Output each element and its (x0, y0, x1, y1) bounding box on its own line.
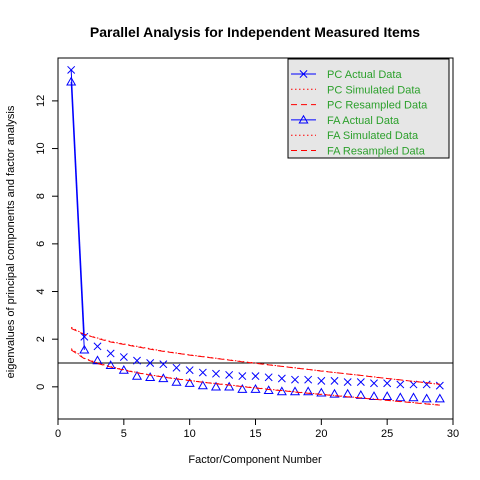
series-layer (66, 65, 445, 406)
x-axis: 0 5 10 15 20 25 30 (55, 418, 459, 440)
legend-entry: PC Resampled Data (291, 100, 428, 112)
data-point (422, 380, 431, 389)
data-point (291, 375, 299, 384)
data-point (106, 349, 115, 358)
legend-label: FA Resampled Data (327, 146, 426, 158)
x-tick-label: 0 (55, 428, 61, 440)
legend-label: PC Resampled Data (327, 100, 428, 112)
data-point (396, 380, 405, 389)
series-line (70, 327, 440, 385)
data-point (198, 368, 207, 377)
chart-title: Parallel Analysis for Independent Measur… (90, 24, 420, 40)
legend-label: FA Actual Data (327, 115, 400, 127)
data-point (238, 372, 247, 381)
data-point (105, 360, 116, 370)
data-point (368, 391, 380, 401)
y-tick-label: 10 (35, 142, 47, 154)
data-point (237, 384, 248, 393)
data-point (370, 379, 378, 388)
data-point (212, 369, 220, 378)
legend-label: PC Actual Data (327, 69, 402, 81)
data-point (303, 386, 314, 396)
x-tick-label: 30 (447, 428, 459, 440)
data-point (316, 387, 327, 397)
y-tick-label: 8 (35, 193, 47, 199)
legend-entry: FA Simulated Data (291, 130, 419, 142)
x-axis-label: Factor/Component Number (188, 454, 322, 466)
series-line (70, 81, 85, 350)
data-point (159, 360, 168, 369)
data-point (145, 372, 156, 381)
data-point (185, 366, 194, 375)
legend-label: PC Simulated Data (327, 84, 421, 96)
y-axis: 0 2 4 6 8 10 12 (35, 95, 59, 390)
legend-label: FA Simulated Data (327, 130, 419, 142)
data-point (343, 378, 352, 387)
data-point (276, 386, 287, 396)
legend-marker (298, 114, 309, 124)
data-point (435, 381, 444, 390)
legend-box (287, 58, 450, 159)
y-axis-label: eigenvalues of principal components and … (5, 105, 17, 378)
data-point (409, 380, 418, 389)
data-point (133, 356, 141, 365)
series-6 (70, 349, 440, 406)
data-point (119, 353, 128, 361)
data-point (66, 76, 77, 86)
x-tick-label: 20 (315, 428, 327, 440)
series-line (70, 69, 85, 337)
data-point (289, 386, 301, 396)
data-point (277, 374, 286, 383)
data-point (317, 376, 326, 385)
data-point (93, 342, 102, 351)
data-point (383, 379, 392, 388)
data-point (210, 381, 222, 391)
y-tick-label: 6 (35, 241, 47, 247)
data-point (330, 376, 339, 385)
x-tick-label: 15 (249, 428, 261, 440)
x-tick-label: 25 (381, 428, 393, 440)
data-point (197, 380, 208, 390)
legend-entry: PC Simulated Data (291, 84, 421, 96)
series-3 (70, 327, 440, 385)
data-point (184, 378, 195, 387)
legend-marker (299, 70, 308, 78)
data-point (131, 370, 143, 380)
series-1 (67, 65, 444, 390)
legend: PC Actual Data PC Simulated Data PC Resamp… (287, 58, 450, 159)
data-point (395, 392, 406, 402)
data-point (224, 381, 235, 391)
data-point (146, 359, 155, 367)
data-point (421, 393, 432, 403)
y-tick-label: 2 (35, 336, 47, 342)
data-point (225, 370, 234, 379)
legend-entry: FA Resampled Data (291, 146, 426, 158)
data-point (171, 376, 182, 386)
data-point (304, 375, 313, 384)
data-point (80, 332, 89, 341)
data-point (172, 363, 181, 372)
data-point (67, 65, 76, 74)
data-point (408, 392, 419, 402)
data-point (382, 391, 393, 401)
series-4 (66, 76, 445, 403)
legend-entry: PC Actual Data (291, 69, 402, 81)
data-point (79, 344, 90, 354)
data-point (92, 355, 103, 365)
x-tick-label: 5 (121, 428, 127, 440)
x-tick-label: 10 (184, 428, 196, 440)
legend-entry: FA Actual Data (291, 114, 400, 127)
data-point (329, 388, 340, 398)
series-line (70, 349, 440, 406)
y-tick-label: 0 (35, 384, 47, 390)
data-point (264, 373, 273, 382)
data-point (158, 373, 169, 383)
y-tick-label: 12 (35, 95, 47, 107)
y-tick-label: 4 (35, 288, 47, 294)
data-point (356, 378, 365, 387)
data-point (434, 393, 445, 403)
data-point (251, 372, 260, 381)
